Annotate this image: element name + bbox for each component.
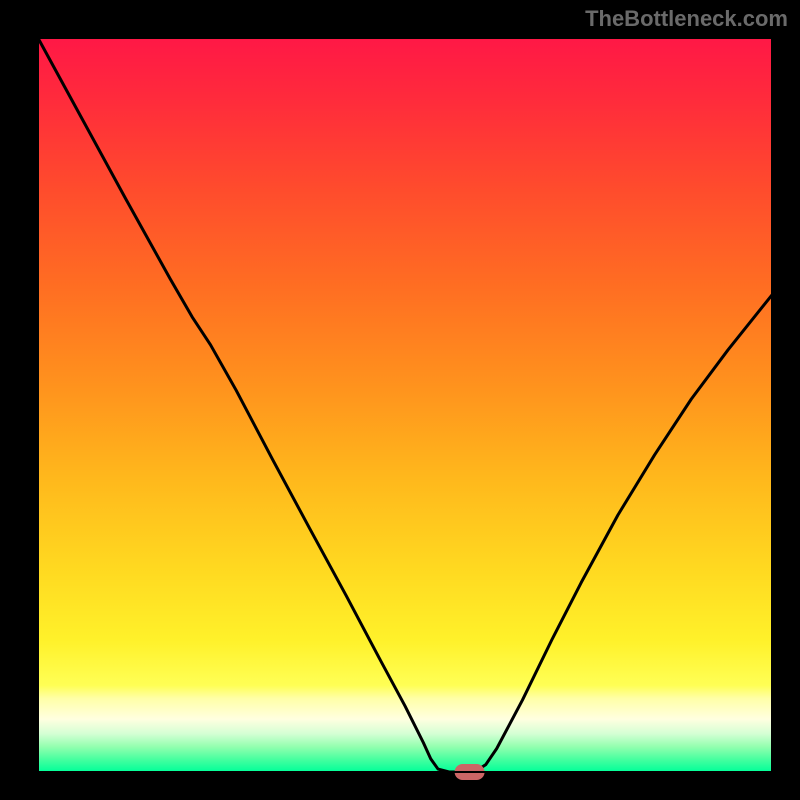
plot-gradient-background [38, 38, 772, 772]
watermark-text: TheBottleneck.com [585, 6, 788, 32]
bottleneck-chart [0, 0, 800, 800]
